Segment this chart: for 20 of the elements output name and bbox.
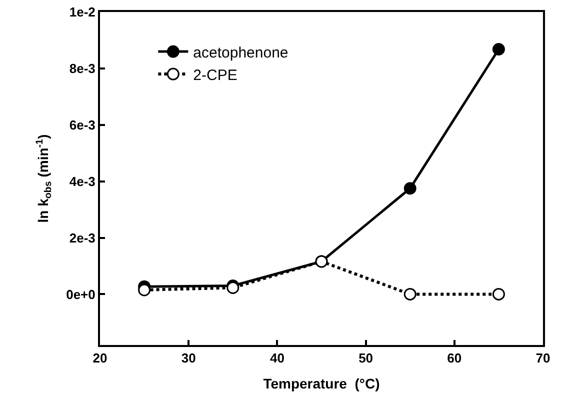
y-tick-label: 6e-3 (69, 117, 96, 132)
legend-label: 2-CPE (193, 66, 238, 84)
y-tick-label: 4e-3 (69, 174, 96, 189)
point (404, 288, 416, 300)
x-tick-label: 40 (270, 350, 284, 366)
y-tick-label: 0e+0 (66, 286, 96, 302)
y-tick-label: 8e-3 (69, 60, 96, 76)
point (404, 182, 416, 195)
y-tick-label: 1e-2 (69, 4, 96, 20)
x-tick-label: 30 (181, 350, 196, 366)
x-axis-title: Temperature (°C) (263, 375, 380, 392)
x-tick-label: 20 (92, 350, 108, 366)
point (492, 43, 505, 56)
x-tick-label: 70 (536, 350, 550, 366)
point (138, 284, 151, 296)
x-tick-label: 60 (447, 350, 462, 366)
point (492, 288, 505, 300)
y-tick-label: 2e-3 (69, 230, 96, 246)
legend-label: acetophenone (193, 44, 288, 62)
x-tick-label: 50 (358, 350, 374, 366)
